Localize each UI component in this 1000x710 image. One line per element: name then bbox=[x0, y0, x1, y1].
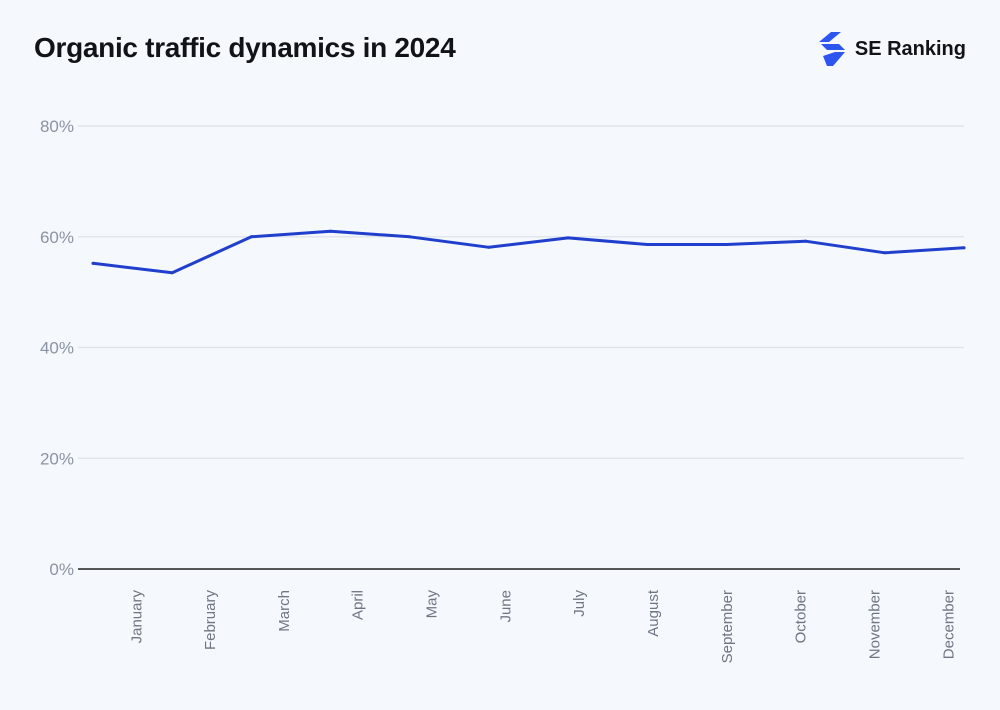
x-tick-label: November bbox=[866, 590, 883, 659]
y-tick-label: 60% bbox=[40, 228, 74, 247]
data-point bbox=[724, 243, 728, 247]
data-point bbox=[566, 236, 570, 240]
y-tick-label: 40% bbox=[40, 339, 74, 358]
x-tick-label: March bbox=[276, 590, 293, 632]
x-tick-label: September bbox=[719, 590, 736, 663]
x-tick-label: May bbox=[424, 590, 441, 619]
brand-logo: SE Ranking bbox=[817, 32, 966, 66]
x-tick-label: October bbox=[793, 590, 810, 643]
x-tick-label: January bbox=[128, 590, 145, 644]
x-tick-label: April bbox=[350, 590, 367, 620]
data-point bbox=[249, 235, 253, 239]
data-point bbox=[91, 261, 95, 265]
data-point bbox=[329, 229, 333, 233]
x-tick-label: December bbox=[940, 590, 957, 659]
data-point bbox=[487, 245, 491, 249]
data-point bbox=[645, 243, 649, 247]
x-tick-label: February bbox=[202, 590, 219, 651]
chart-title: Organic traffic dynamics in 2024 bbox=[34, 32, 456, 63]
series-line bbox=[91, 229, 966, 275]
se-ranking-logo-icon bbox=[818, 32, 845, 66]
data-point bbox=[408, 235, 412, 239]
x-tick-label: August bbox=[645, 589, 662, 637]
x-tick-label: July bbox=[571, 590, 588, 617]
brand-name: SE Ranking bbox=[854, 37, 966, 60]
data-point bbox=[883, 251, 887, 255]
data-point bbox=[962, 246, 966, 250]
y-tick-label: 20% bbox=[40, 449, 74, 468]
data-point bbox=[170, 271, 174, 275]
y-tick-label: 80% bbox=[40, 117, 74, 136]
x-tick-label: June bbox=[497, 590, 514, 623]
data-point bbox=[804, 239, 808, 243]
y-tick-label: 0% bbox=[49, 560, 74, 579]
